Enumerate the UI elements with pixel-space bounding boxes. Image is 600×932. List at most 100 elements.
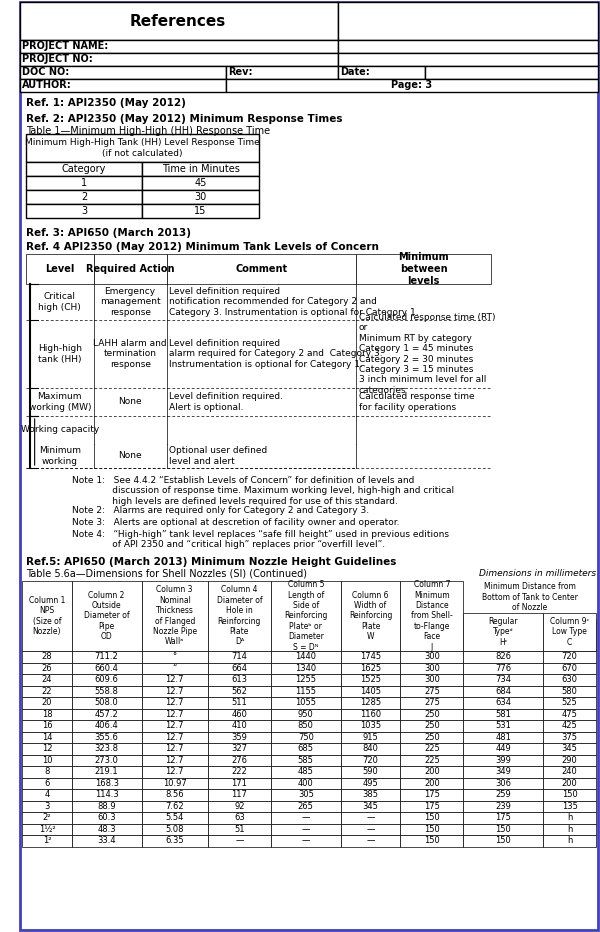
FancyBboxPatch shape <box>271 801 341 812</box>
Text: 460: 460 <box>232 710 247 719</box>
Text: 171: 171 <box>232 779 247 788</box>
Text: 200: 200 <box>424 779 440 788</box>
Text: 175: 175 <box>424 790 440 800</box>
Text: 63: 63 <box>234 814 245 822</box>
FancyBboxPatch shape <box>226 66 338 79</box>
Text: 685: 685 <box>298 745 314 753</box>
Text: 150: 150 <box>424 814 440 822</box>
Text: 300: 300 <box>424 676 440 684</box>
FancyBboxPatch shape <box>543 674 596 686</box>
FancyBboxPatch shape <box>400 777 463 789</box>
FancyBboxPatch shape <box>425 66 598 79</box>
FancyBboxPatch shape <box>463 720 543 732</box>
Text: 580: 580 <box>562 687 578 696</box>
FancyBboxPatch shape <box>341 812 400 824</box>
Text: 12: 12 <box>41 745 52 753</box>
FancyBboxPatch shape <box>72 732 142 743</box>
Text: 3: 3 <box>81 206 87 216</box>
FancyBboxPatch shape <box>341 777 400 789</box>
FancyBboxPatch shape <box>22 824 72 835</box>
FancyBboxPatch shape <box>72 824 142 835</box>
FancyBboxPatch shape <box>463 619 596 651</box>
Text: 12.7: 12.7 <box>166 756 184 765</box>
Text: 345: 345 <box>562 745 578 753</box>
Text: 734: 734 <box>495 676 511 684</box>
Text: 495: 495 <box>362 779 379 788</box>
Text: 1625: 1625 <box>360 664 381 673</box>
FancyBboxPatch shape <box>208 743 271 755</box>
Text: 5.54: 5.54 <box>166 814 184 822</box>
FancyBboxPatch shape <box>341 766 400 777</box>
Text: Column 2
Outside
Diameter of
Pipe
OD: Column 2 Outside Diameter of Pipe OD <box>84 591 130 641</box>
FancyBboxPatch shape <box>72 674 142 686</box>
FancyBboxPatch shape <box>400 697 463 708</box>
Text: 323.8: 323.8 <box>95 745 119 753</box>
Text: 12.7: 12.7 <box>166 721 184 731</box>
Text: Column 9ᶜ
Low Type
C: Column 9ᶜ Low Type C <box>550 617 589 647</box>
Text: 915: 915 <box>362 733 379 742</box>
FancyBboxPatch shape <box>543 755 596 766</box>
FancyBboxPatch shape <box>463 766 543 777</box>
FancyBboxPatch shape <box>20 53 338 66</box>
Text: Table 1—Minimum High-High (HH) Response Time: Table 1—Minimum High-High (HH) Response … <box>26 126 270 136</box>
Text: 355.6: 355.6 <box>95 733 119 742</box>
FancyBboxPatch shape <box>20 2 338 40</box>
FancyBboxPatch shape <box>26 190 142 204</box>
Text: Working capacity: Working capacity <box>21 426 99 434</box>
Text: 10.97: 10.97 <box>163 779 187 788</box>
FancyBboxPatch shape <box>208 663 271 674</box>
FancyBboxPatch shape <box>208 789 271 801</box>
Text: 175: 175 <box>495 814 511 822</box>
Text: 1½²: 1½² <box>38 825 55 834</box>
Text: 684: 684 <box>495 687 511 696</box>
Text: 562: 562 <box>232 687 247 696</box>
Text: 375: 375 <box>562 733 578 742</box>
FancyBboxPatch shape <box>142 835 208 846</box>
Text: 8: 8 <box>44 767 50 776</box>
FancyBboxPatch shape <box>208 755 271 766</box>
FancyBboxPatch shape <box>463 743 543 755</box>
FancyBboxPatch shape <box>543 766 596 777</box>
FancyBboxPatch shape <box>22 766 72 777</box>
FancyBboxPatch shape <box>271 789 341 801</box>
Text: 609.6: 609.6 <box>95 676 119 684</box>
FancyBboxPatch shape <box>400 663 463 674</box>
Text: Column 4
Diameter of
Hole in
Reinforcing
Plate
Dᴬ: Column 4 Diameter of Hole in Reinforcing… <box>217 585 262 647</box>
Text: 250: 250 <box>424 721 440 731</box>
Text: Minimum
between
levels: Minimum between levels <box>398 253 449 285</box>
FancyBboxPatch shape <box>543 697 596 708</box>
FancyBboxPatch shape <box>72 697 142 708</box>
Text: 1255: 1255 <box>295 676 316 684</box>
Text: 750: 750 <box>298 733 314 742</box>
FancyBboxPatch shape <box>400 651 463 663</box>
Text: 265: 265 <box>298 802 314 811</box>
FancyBboxPatch shape <box>463 732 543 743</box>
FancyBboxPatch shape <box>341 835 400 846</box>
Text: 168.3: 168.3 <box>95 779 119 788</box>
FancyBboxPatch shape <box>142 176 259 190</box>
FancyBboxPatch shape <box>208 651 271 663</box>
FancyBboxPatch shape <box>463 697 543 708</box>
Text: AUTHOR:: AUTHOR: <box>22 80 72 90</box>
FancyBboxPatch shape <box>22 720 72 732</box>
Text: Ref.5: API650 (March 2013) Minimum Nozzle Height Guidelines: Ref.5: API650 (March 2013) Minimum Nozzl… <box>26 557 397 567</box>
Text: 276: 276 <box>232 756 247 765</box>
Text: LAHH alarm and
termination
response: LAHH alarm and termination response <box>94 339 167 369</box>
Text: 485: 485 <box>298 767 314 776</box>
FancyBboxPatch shape <box>463 651 543 663</box>
Text: 219.1: 219.1 <box>95 767 118 776</box>
FancyBboxPatch shape <box>341 663 400 674</box>
Text: 840: 840 <box>362 745 379 753</box>
FancyBboxPatch shape <box>341 801 400 812</box>
FancyBboxPatch shape <box>142 663 208 674</box>
FancyBboxPatch shape <box>142 777 208 789</box>
Text: 12.7: 12.7 <box>166 733 184 742</box>
Text: 558.8: 558.8 <box>95 687 119 696</box>
Text: Critical
high (CH): Critical high (CH) <box>38 293 81 311</box>
Text: Minimum Distance from
Bottom of Tank to Center
of Nozzle: Minimum Distance from Bottom of Tank to … <box>482 582 578 612</box>
FancyBboxPatch shape <box>72 686 142 697</box>
Text: 1²: 1² <box>43 836 51 845</box>
Text: 12.7: 12.7 <box>166 745 184 753</box>
FancyBboxPatch shape <box>463 812 543 824</box>
FancyBboxPatch shape <box>271 581 341 651</box>
